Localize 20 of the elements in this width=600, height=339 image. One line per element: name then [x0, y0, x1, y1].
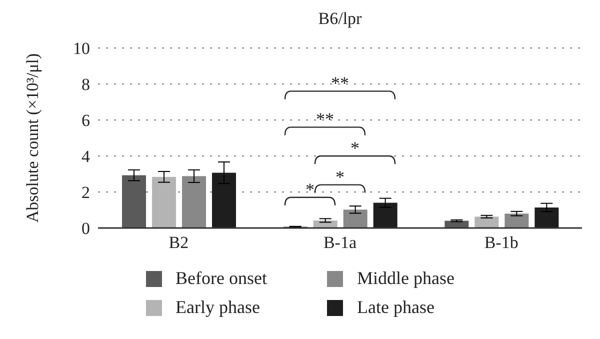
annotation: * [336, 166, 344, 187]
y-tick-label: 8 [82, 75, 90, 94]
chart-title: B6/lpr [318, 9, 362, 28]
y-tick-label: 2 [82, 183, 90, 202]
annotation: ** [331, 73, 349, 94]
y-axis-title: Absolute count (×10³/μl) [23, 53, 42, 223]
legend-label: Before onset [176, 268, 267, 289]
annotation: * [350, 138, 360, 158]
annotation: ** [316, 109, 334, 130]
y-tick-label: 6 [82, 111, 90, 130]
legend-label: Middle phase [356, 268, 454, 289]
y-tick-label: 0 [82, 219, 90, 238]
x-tick-label: B2 [168, 233, 189, 252]
legend-label: Late phase [356, 297, 434, 318]
x-tick-label: B-1b [484, 233, 518, 252]
y-tick-label: 10 [73, 39, 90, 58]
y-tick-label: 4 [82, 147, 90, 166]
x-tick-label: B-1a [323, 233, 357, 252]
legend-label: Early phase [176, 297, 260, 318]
annotation: * [306, 179, 314, 200]
